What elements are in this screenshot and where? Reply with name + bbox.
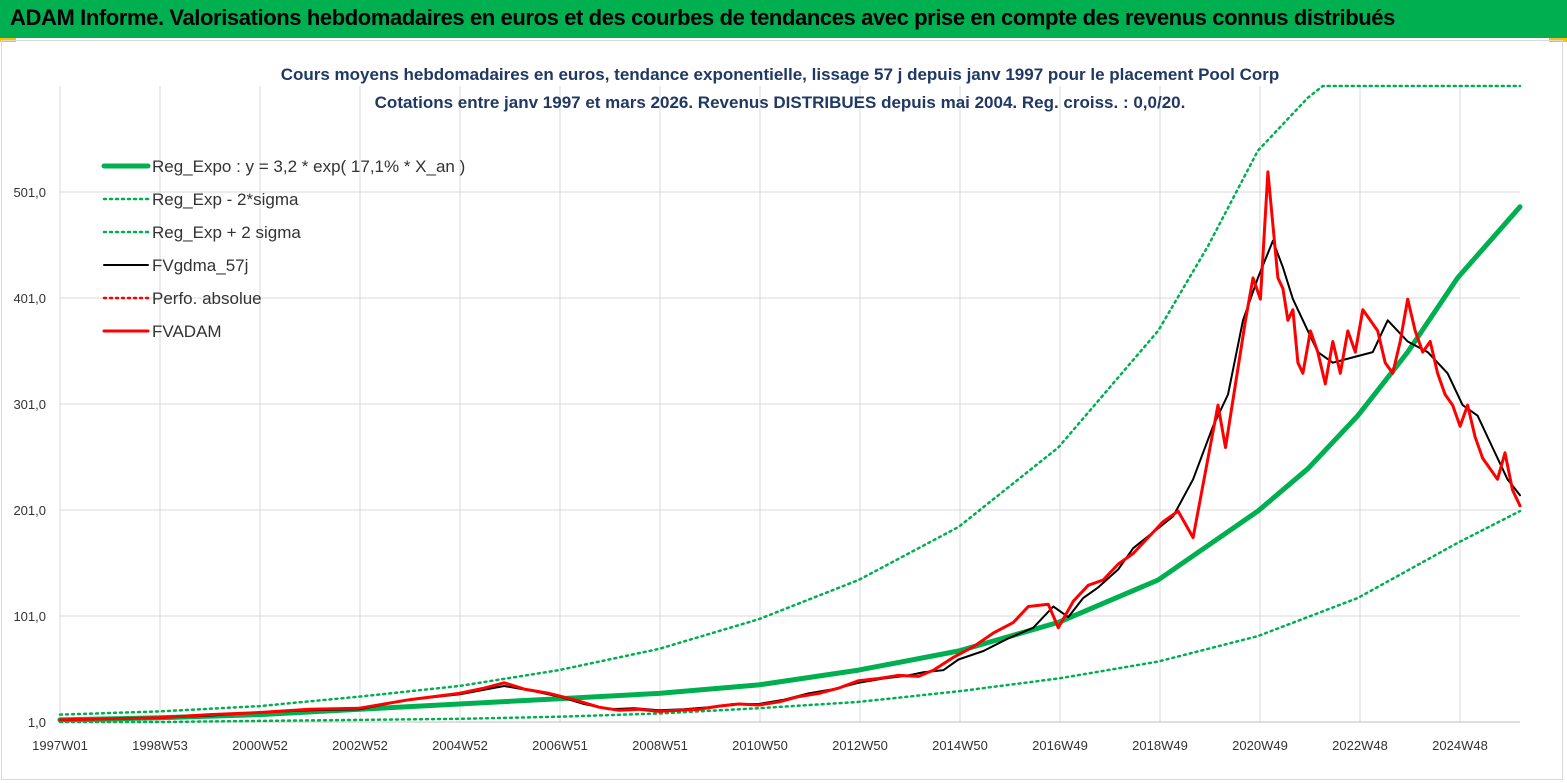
x-tick-label: 2022W48 (1332, 738, 1388, 753)
x-tick-label: 2002W52 (332, 738, 388, 753)
x-tick-label: 2024W48 (1432, 738, 1488, 753)
x-tick-label: 2020W49 (1232, 738, 1288, 753)
series-line-3 (59, 239, 1521, 721)
chart-title: Cours moyens hebdomadaires en euros, ten… (281, 65, 1280, 84)
x-axis-ticks: 1997W01 1998W53 2000W52 2002W52 2004W52 2006W… (32, 738, 1488, 753)
y-tick-label: 101,0 (13, 609, 46, 624)
chart-legend: Reg_Expo : y = 3,2 * exp( 17,1% * X_an )… (101, 157, 465, 341)
chart-grid (59, 86, 1520, 723)
x-tick-label: 2000W52 (232, 738, 288, 753)
legend-entry: Reg_Expo : y = 3,2 * exp( 17,1% * X_an ) (152, 157, 465, 176)
y-tick-label: 1,0 (28, 715, 46, 730)
y-tick-label: 501,0 (13, 185, 46, 200)
x-tick-label: 1997W01 (32, 738, 88, 753)
x-tick-label: 2004W52 (432, 738, 488, 753)
chart-subtitle: Cotations entre janv 1997 et mars 2026. … (375, 93, 1186, 112)
legend-entry: Reg_Exp - 2*sigma (152, 190, 299, 209)
y-tick-label: 401,0 (13, 291, 46, 306)
x-tick-label: 2016W49 (1032, 738, 1088, 753)
legend-entry: FVgdma_57j (152, 256, 248, 275)
series-line-0 (57, 204, 1523, 723)
header-bar: ADAM Informe. Valorisations hebdomadaire… (0, 0, 1567, 38)
x-tick-label: 2014W50 (932, 738, 988, 753)
y-tick-label: 201,0 (13, 503, 46, 518)
legend-entry: FVADAM (152, 322, 222, 341)
x-tick-label: 2018W49 (1132, 738, 1188, 753)
chart-series (57, 84, 1523, 724)
chart-frame (1, 40, 1563, 780)
page-title: ADAM Informe. Valorisations hebdomadaire… (10, 5, 1395, 30)
y-axis-ticks: 1,0 101,0 201,0 301,0 401,0 501,0 (13, 185, 46, 730)
series-line-2 (58, 84, 1522, 716)
legend-entry: Reg_Exp + 2 sigma (152, 223, 301, 242)
series-line-5 (58, 170, 1522, 722)
x-tick-label: 2012W50 (832, 738, 888, 753)
x-tick-label: 2010W50 (732, 738, 788, 753)
x-tick-label: 1998W53 (132, 738, 188, 753)
y-tick-label: 301,0 (13, 397, 46, 412)
legend-entry: Perfo. absolue (152, 289, 262, 308)
series-line-1 (58, 509, 1522, 724)
x-tick-label: 2006W51 (532, 738, 588, 753)
x-tick-label: 2008W51 (632, 738, 688, 753)
